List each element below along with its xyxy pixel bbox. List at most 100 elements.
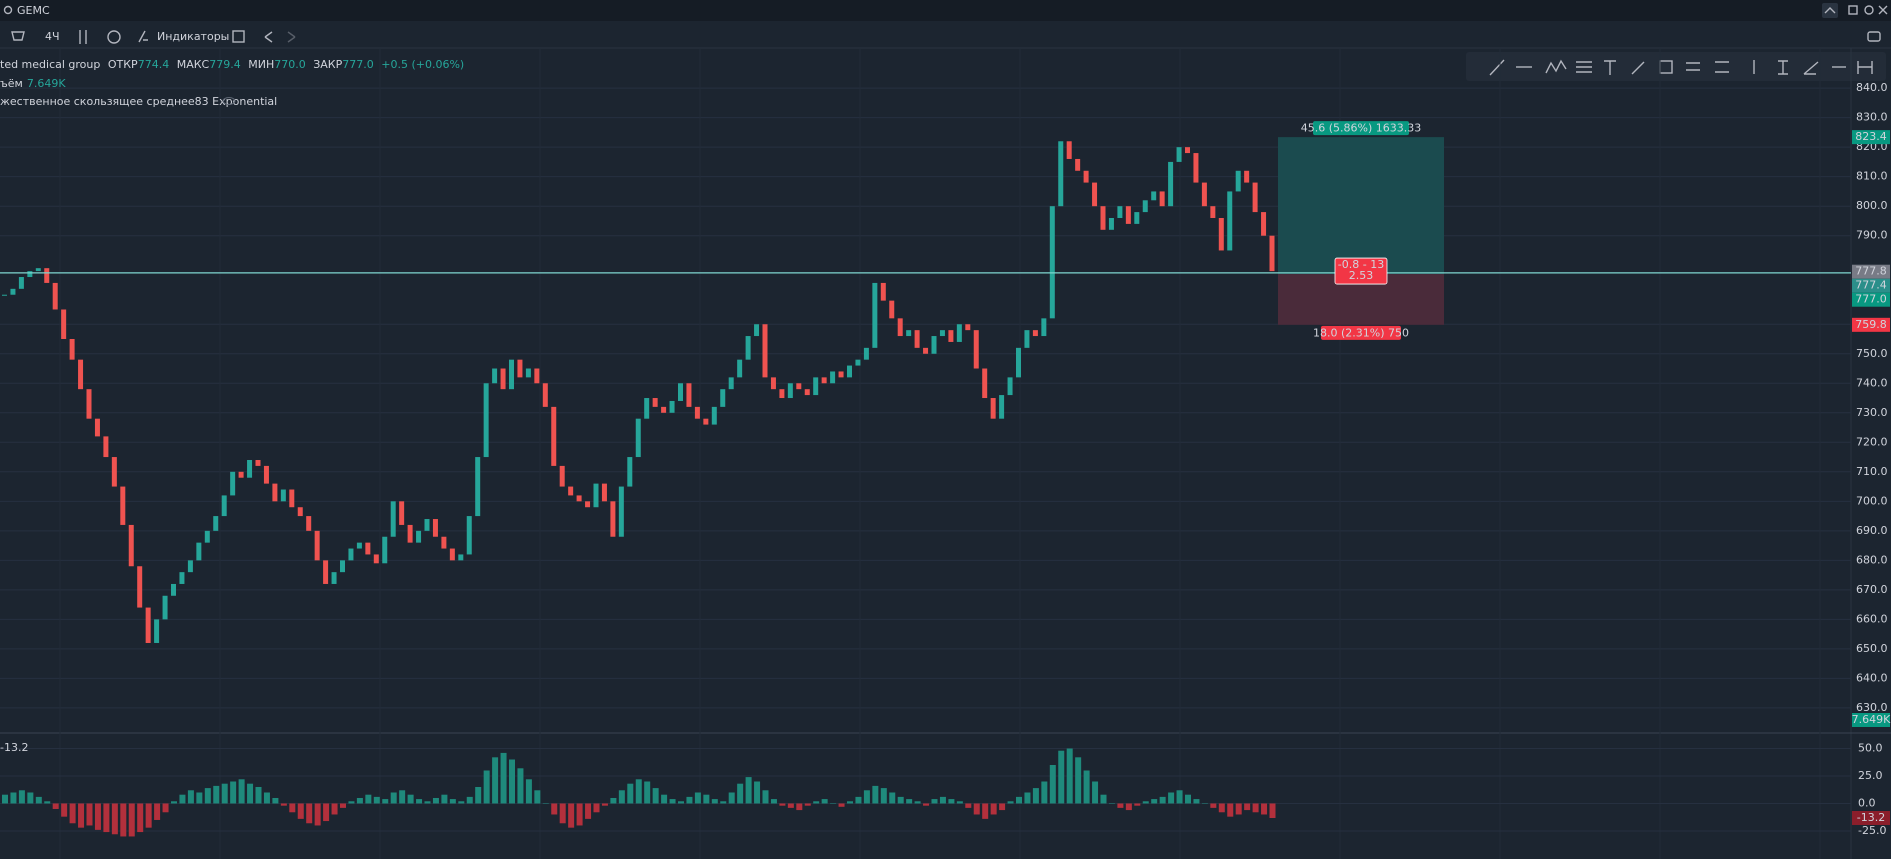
osc-bar [61,803,68,817]
layout-button[interactable] [232,30,245,43]
add-button[interactable] [107,30,121,44]
channel-tool[interactable] [1686,62,1700,71]
candle [711,406,717,425]
candle [331,572,337,584]
price-tick-label: 690.0 [1856,524,1888,537]
volume-legend-label: ъём [0,77,23,90]
search-bar[interactable] [0,0,1891,21]
volume-legend: ъём 7.649K [0,77,66,90]
indicators-button[interactable]: Индикаторы [157,30,229,43]
candle [779,389,785,399]
cart-button[interactable] [11,31,25,41]
volume-legend-value: 7.649K [27,77,66,90]
price-tick-label: 680.0 [1856,553,1888,566]
date-range-tool[interactable] [1857,61,1873,74]
osc-bar [238,779,245,804]
osc-bar [492,757,499,804]
fib-tool[interactable] [1576,61,1592,73]
osc-bar [111,803,118,835]
legend-name: ted medical group [0,58,100,71]
osc-bar [247,783,254,804]
candle [52,282,58,310]
collapse-button[interactable] [1822,3,1838,18]
redo-button[interactable] [287,31,296,43]
path-tool[interactable] [1545,59,1567,74]
osc-bar [1032,788,1039,804]
price-tick-label: 730.0 [1856,406,1888,419]
mid-label: 2.53 [1349,269,1374,282]
candle [618,486,624,537]
candle [314,530,320,561]
osc-bar [678,801,684,804]
candle [1016,347,1021,378]
candle [863,347,869,360]
settings-button[interactable] [1864,5,1874,15]
chart-type-button[interactable] [79,30,87,44]
osc-bar [1125,803,1132,811]
stop-label-bg [1321,325,1401,340]
osc-bar [880,788,887,804]
price-badge-label: 823.4 [1855,130,1887,143]
osc-bar [416,799,423,804]
screenshot-button[interactable] [1867,31,1881,42]
candle [272,483,278,502]
osc-bar [644,781,651,804]
price-tick-label: 650.0 [1856,642,1888,655]
candle [162,595,168,620]
price-tick-label: 800.0 [1856,199,1888,212]
candle [661,406,667,413]
candle [1058,141,1064,207]
osc-bar [787,803,794,808]
candle [255,460,261,466]
angle-tool[interactable] [1803,61,1819,75]
osc-bar [128,803,135,837]
candle [289,489,295,508]
overlay: 45.6 (5.86%) 1633.33 18.0 (2.31%) 750 -0.8… [0,121,1891,825]
osc-bar [263,792,270,804]
measure-tool[interactable] [1778,60,1788,75]
candle [1142,200,1148,213]
candle [2,294,7,296]
grid: 630.0 640.0 650.0 660.0 670.0 680.0 690.0 700.0… [0,48,1888,859]
osc-bar [1041,781,1048,804]
candle [10,288,16,295]
price-badge-label: 759.8 [1855,318,1887,331]
osc-bar [1134,803,1141,806]
trend-line-tool[interactable] [1489,59,1505,76]
stop-label: 18.0 (2.31%) 750 [1313,326,1409,339]
undo-button[interactable] [264,31,273,43]
candle [94,418,100,437]
interval-button[interactable]: 4Ч [45,30,60,43]
target-zone[interactable] [1278,137,1444,275]
candle [990,398,996,419]
price-tick-label: 660.0 [1856,612,1888,625]
window-button[interactable] [1848,5,1858,15]
candle [280,489,286,502]
candle [1261,212,1267,236]
osc-bar [120,803,127,837]
text-tool[interactable] [1604,60,1616,75]
close-button[interactable] [1878,5,1888,15]
osc-bar [1049,765,1056,804]
candle [432,519,438,537]
target-label-bg [1313,121,1409,136]
price-badge-label: 777.4 [1855,279,1887,292]
osc-bar [1151,799,1158,804]
brush-tool[interactable] [1631,61,1645,75]
candle [1159,191,1165,207]
candle [847,365,852,378]
visibility-toggle[interactable] [222,97,236,105]
osc-bar [627,783,634,804]
candle [18,277,24,289]
legend-low: 770.0 [274,58,306,71]
osc-bar [1261,803,1268,815]
candle [635,418,641,458]
candle [1151,191,1157,201]
symbol[interactable]: GEMC [17,4,50,17]
candle [247,460,253,478]
osc-bar [990,803,997,815]
osc-bar [762,790,769,804]
candle [576,495,582,502]
range-tool[interactable] [1715,61,1729,73]
price-tick-label: 640.0 [1856,671,1888,684]
